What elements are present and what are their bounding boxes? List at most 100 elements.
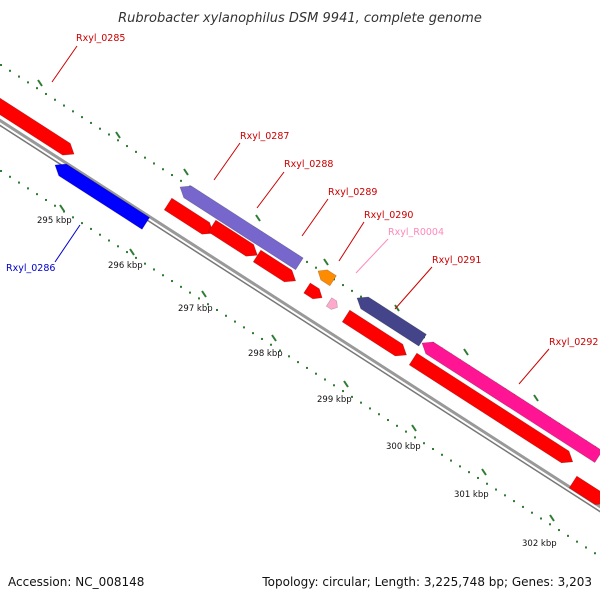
tick-dot — [108, 133, 110, 136]
tick-dot — [162, 274, 164, 277]
tick-dot — [90, 121, 92, 124]
major-tick — [481, 468, 487, 476]
major-tick — [183, 168, 189, 176]
major-tick — [549, 514, 555, 522]
major-tick — [343, 380, 349, 388]
topology-text: Topology: circular; Length: 3,225,748 bp… — [261, 575, 592, 589]
tick-dot — [63, 104, 65, 107]
tick-dot — [369, 407, 371, 410]
tick-dot — [585, 546, 587, 549]
tick-dot — [342, 284, 344, 287]
tick-dot — [495, 488, 497, 491]
gene-arrow-rxyl-0286[interactable] — [51, 159, 151, 230]
tick-dot — [27, 187, 29, 190]
major-tick — [394, 304, 400, 312]
tick-dot — [360, 295, 362, 298]
gene-arrow-rxyl-0290[interactable] — [315, 266, 337, 287]
gene-features — [0, 93, 600, 509]
gene-label-rxyl-0289[interactable]: Rxyl_0289 — [328, 187, 377, 198]
tick-dot — [9, 175, 11, 178]
tick-dot — [144, 156, 146, 159]
gene-label-rxyl-0287[interactable]: Rxyl_0287 — [240, 131, 289, 142]
tick-dot — [549, 523, 551, 526]
tick-dot — [27, 81, 29, 84]
gene-arrow-rxyl-r0004[interactable] — [325, 297, 340, 312]
gene-arrow-rxyl-0291[interactable] — [353, 292, 427, 347]
scale-label: 297 kbp — [178, 304, 213, 314]
gene-arrow-rxyl-0287[interactable] — [176, 181, 304, 271]
gene-arrow-rxyl-0292[interactable] — [418, 337, 600, 463]
tick-dot — [387, 419, 389, 422]
scale-labels: 295 kbp 296 kbp 297 kbp 298 kbp 299 kbp 300 k… — [37, 216, 557, 549]
leader-line — [338, 221, 365, 262]
tick-dot — [108, 239, 110, 242]
tick-dot — [72, 110, 74, 113]
tick-dot — [414, 436, 416, 439]
tick-dot — [594, 552, 596, 555]
gene-label-rxyl-0285[interactable]: Rxyl_0285 — [76, 33, 125, 44]
gene-arrow-rxyl-0288[interactable] — [163, 197, 217, 239]
gene-arrow-rxyl-0288[interactable] — [568, 475, 600, 509]
genome-backbone — [0, 118, 600, 509]
tick-dot — [513, 500, 515, 503]
gene-label-rxyl-0286[interactable]: Rxyl_0286 — [6, 263, 55, 274]
tick-dot — [18, 181, 20, 184]
accession-text: Accession: NC_008148 — [8, 575, 144, 589]
tick-dot — [486, 482, 488, 485]
tick-dot — [45, 198, 47, 201]
gene-label-rxyl-0291[interactable]: Rxyl_0291 — [432, 255, 481, 266]
tick-dot — [99, 127, 101, 130]
tick-dot — [180, 179, 182, 182]
tick-dot — [405, 430, 407, 433]
tick-dot — [135, 150, 137, 153]
tick-dot — [351, 395, 353, 398]
gene-label-rxyl-0288[interactable]: Rxyl_0288 — [284, 159, 333, 170]
major-tick — [201, 290, 207, 298]
tick-dot — [126, 145, 128, 148]
tick-dot — [189, 291, 191, 294]
gene-label-rxyl-0290[interactable]: Rxyl_0290 — [364, 210, 413, 221]
major-tick — [411, 424, 417, 432]
map-title: Rubrobacter xylanophilus DSM 9941, compl… — [118, 11, 482, 26]
leader-line — [54, 224, 81, 263]
tick-dot — [423, 442, 425, 445]
gene-label-rxyl-0292[interactable]: Rxyl_0292 — [549, 337, 598, 348]
scale-label: 301 kbp — [454, 490, 489, 500]
tick-dot — [144, 262, 146, 265]
tick-dot — [270, 343, 272, 346]
gene-arrow-rxyl-0288[interactable] — [408, 352, 576, 468]
tick-dot — [477, 476, 479, 479]
tick-dot — [315, 266, 317, 269]
tick-dot — [504, 494, 506, 497]
tick-dot — [81, 222, 83, 225]
gene-label-rxyl-r0004[interactable]: Rxyl_R0004 — [388, 227, 444, 238]
tick-dot — [558, 529, 560, 532]
tick-dot — [72, 216, 74, 219]
tick-dot — [180, 285, 182, 288]
tick-dot — [81, 116, 83, 119]
major-tick — [115, 131, 121, 139]
tick-dot — [162, 168, 164, 171]
major-tick — [323, 258, 329, 266]
tick-dot — [198, 297, 200, 300]
gene-arrow-rxyl-0289[interactable] — [252, 249, 299, 287]
tick-dot — [171, 280, 173, 283]
major-tick — [533, 394, 539, 402]
tick-dot — [450, 459, 452, 462]
gene-arrow-rxyl-0288[interactable] — [207, 219, 261, 261]
tick-dot — [207, 303, 209, 306]
gene-arrow-rxyl-0288[interactable] — [341, 309, 410, 361]
tick-dot — [306, 260, 308, 263]
tick-dot — [45, 92, 47, 95]
tick-dot — [63, 210, 65, 213]
tick-dot — [54, 204, 56, 207]
tick-dot — [468, 471, 470, 474]
tick-dot — [306, 366, 308, 369]
tick-dot — [297, 361, 299, 364]
gene-arrow-rxyl-0289[interactable] — [303, 282, 326, 303]
tick-dot — [432, 447, 434, 450]
gene-arrow-rxyl-0285[interactable] — [0, 93, 78, 160]
scale-label: 299 kbp — [317, 395, 352, 405]
tick-dot — [36, 87, 38, 90]
